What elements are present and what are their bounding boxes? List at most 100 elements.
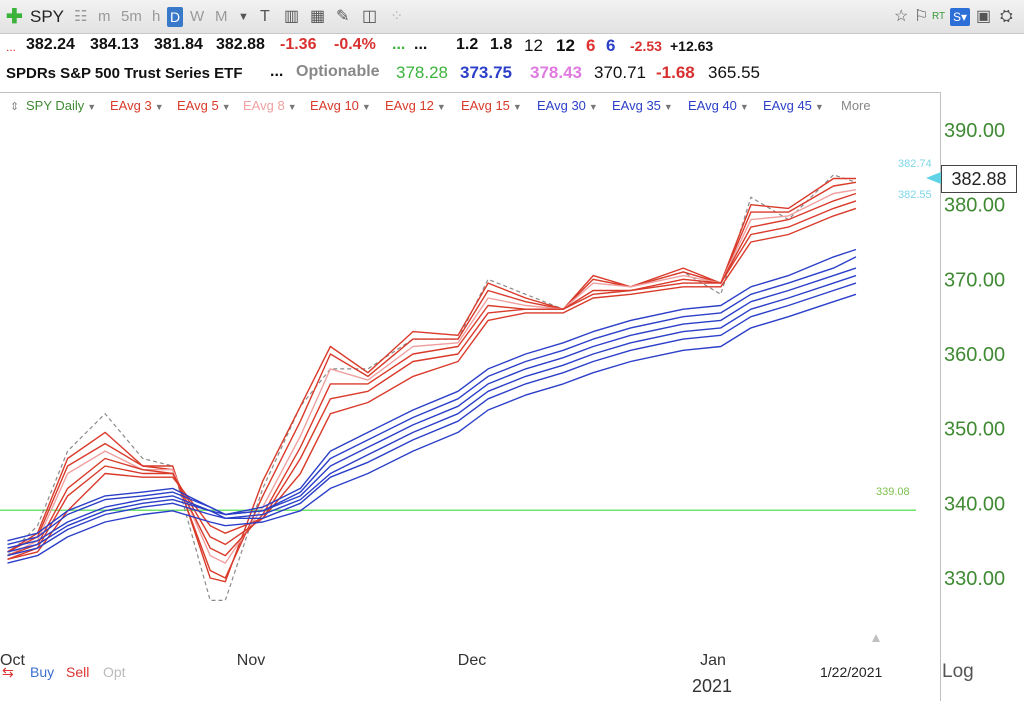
x-tick-label: Dec: [458, 652, 486, 669]
value-7: -2.53: [630, 38, 662, 54]
chevron-down-icon: ▼: [361, 102, 371, 112]
y-tick-label: 390.00: [944, 120, 1005, 142]
timeframe-mo[interactable]: M: [215, 8, 228, 25]
y-tick-label: 350.00: [944, 419, 1005, 441]
buy-button[interactable]: Buy: [30, 664, 55, 680]
optionable-label: Optionable: [296, 63, 380, 80]
indicator-label: EAvg 40: [688, 98, 737, 113]
series-line-eavg-8: [7, 189, 857, 564]
series-line-eavg-3: [7, 177, 856, 583]
plus-icon[interactable]: ✚: [6, 6, 23, 28]
value-1: 1.2: [456, 36, 479, 53]
series-line-spy-daily: [7, 174, 857, 602]
indicator-eavg-3[interactable]: EAvg 3 ▼: [110, 98, 164, 113]
year-label: 2021: [692, 676, 733, 696]
toolbar: ✚ ☷ m 5m h D W M ▼ T ▥ ▦ ✎ ◫ ⁘ ☆ ⚐ RT S▾…: [0, 0, 1024, 34]
low-value: 381.84: [154, 36, 203, 53]
indicator-label: EAvg 8: [243, 98, 285, 113]
value-3: 12: [524, 36, 543, 55]
indicator-eavg-35[interactable]: EAvg 35 ▼: [612, 98, 673, 113]
chevron-down-icon: ▼: [221, 102, 231, 112]
symbol-input[interactable]: [30, 6, 64, 28]
option-button[interactable]: Opt: [103, 664, 126, 680]
indicator-spy-daily[interactable]: SPY Daily ▼: [26, 98, 96, 113]
open-value: 382.24: [26, 36, 75, 53]
indicator-label: EAvg 15: [461, 98, 510, 113]
save-icon[interactable]: ▣: [976, 8, 992, 25]
chevron-down-icon: ▼: [436, 102, 446, 112]
rt-icon[interactable]: RT: [932, 11, 946, 22]
indicator-label: EAvg 45: [763, 98, 812, 113]
scroll-up-icon: [872, 634, 880, 642]
settings-icon[interactable]: ⛭: [1000, 8, 1013, 25]
chevron-down-icon: ▼: [814, 102, 824, 112]
series-line-eavg-12: [7, 200, 857, 560]
s-icon[interactable]: S▾: [950, 8, 971, 26]
value-8: +12.63: [670, 38, 714, 54]
current-date-label: 1/22/2021: [820, 664, 883, 680]
indicator-bar: ⇕ SPY Daily ▼ EAvg 3 ▼ EAvg 5 ▼ EAvg 8 ▼ EAv…: [0, 96, 940, 118]
indicator-eavg-5[interactable]: EAvg 5 ▼: [177, 98, 231, 113]
timeframe-h[interactable]: h: [152, 8, 161, 25]
timeframe-d[interactable]: D: [167, 7, 184, 27]
timeframe-m[interactable]: m: [98, 8, 111, 25]
scatter-icon[interactable]: ⁘: [390, 8, 404, 25]
timeframe-w[interactable]: W: [190, 8, 205, 25]
dots-green: ...: [392, 36, 406, 53]
series-line-eavg-45: [7, 274, 857, 553]
pencil-icon[interactable]: ✎: [336, 8, 350, 25]
price-pointer-icon: [926, 172, 941, 184]
chevron-down-icon: ▼: [588, 102, 598, 112]
indicator-eavg-40[interactable]: EAvg 40 ▼: [688, 98, 749, 113]
sell-button[interactable]: Sell: [66, 664, 90, 680]
indicator-eavg-8[interactable]: EAvg 8 ▼: [243, 98, 297, 113]
chevron-down-icon: ▼: [663, 102, 673, 112]
dots-black: ...: [414, 36, 428, 53]
log-scale-toggle[interactable]: Log: [942, 661, 974, 682]
chevron-down-icon: ▼: [154, 102, 164, 112]
indicator-eavg-15[interactable]: EAvg 15 ▼: [461, 98, 522, 113]
row1-prefix: ...: [6, 40, 17, 54]
security-name: SPDRs S&P 500 Trust Series ETF: [6, 65, 243, 82]
change-value: -1.36: [280, 36, 317, 53]
price-3: 378.43: [530, 63, 582, 82]
series-line-eavg-40: [7, 267, 857, 549]
timeframe-5m[interactable]: 5m: [121, 8, 142, 25]
y-tick-label: 330.00: [944, 568, 1005, 590]
indicator-label: EAvg 10: [310, 98, 359, 113]
tag-icon[interactable]: ◫: [362, 8, 378, 25]
text-tool-icon[interactable]: T: [260, 8, 270, 25]
chevron-down-icon[interactable]: ▼: [238, 11, 249, 23]
flag-icon[interactable]: ⚐: [914, 8, 929, 25]
value-2: 1.8: [490, 36, 513, 53]
more-indicators-button[interactable]: More: [841, 98, 871, 113]
buy-sell-arrows-icon[interactable]: ⇆: [2, 664, 14, 680]
series-line-eavg-5: [7, 181, 857, 579]
calculator-icon[interactable]: ▦: [310, 8, 326, 25]
grid-icon[interactable]: ☷: [74, 8, 88, 25]
indicator-eavg-10[interactable]: EAvg 10 ▼: [310, 98, 371, 113]
indicator-eavg-12[interactable]: EAvg 12 ▼: [385, 98, 446, 113]
indicator-label: EAvg 35: [612, 98, 661, 113]
price-1: 378.28: [396, 63, 448, 82]
bar-chart-icon[interactable]: ▥: [284, 8, 300, 25]
indicator-eavg-45[interactable]: EAvg 45 ▼: [763, 98, 824, 113]
value-5: 6: [586, 36, 596, 55]
y-tick-label: 380.00: [944, 195, 1005, 217]
reference-line-label: 339.08: [876, 486, 910, 498]
indicator-eavg-30[interactable]: EAvg 30 ▼: [537, 98, 598, 113]
value-6: 6: [606, 36, 616, 55]
price-4: 370.71: [594, 63, 646, 82]
y-tick-label: 340.00: [944, 493, 1005, 515]
close-value: 382.88: [216, 36, 265, 53]
series-line-eavg-60: [7, 293, 857, 564]
y-tick-label: 370.00: [944, 269, 1005, 291]
quote-row-2: SPDRs S&P 500 Trust Series ETF ... Optio…: [0, 63, 1024, 89]
x-tick-label: Jan: [700, 652, 726, 669]
drag-handle-icon[interactable]: ⇕: [10, 101, 20, 113]
indicator-label: EAvg 3: [110, 98, 152, 113]
indicator-label: EAvg 30: [537, 98, 586, 113]
x-tick-label: Nov: [237, 652, 265, 669]
star-icon[interactable]: ☆: [894, 8, 909, 25]
